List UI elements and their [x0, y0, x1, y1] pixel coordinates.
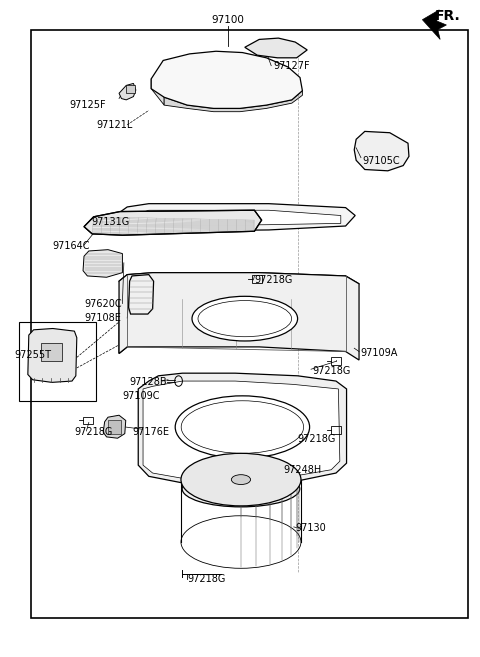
Bar: [41, 343, 62, 361]
Text: 97218G: 97218G: [254, 275, 293, 285]
Ellipse shape: [175, 396, 310, 459]
Polygon shape: [103, 415, 126, 438]
Text: 97218G: 97218G: [298, 434, 336, 444]
Polygon shape: [143, 381, 340, 480]
Text: 97620C: 97620C: [84, 298, 121, 309]
Polygon shape: [354, 131, 409, 171]
Ellipse shape: [192, 296, 298, 341]
Ellipse shape: [231, 474, 251, 485]
Text: 97255T: 97255T: [14, 350, 51, 360]
Text: 97218G: 97218G: [312, 365, 350, 376]
Bar: [83, 417, 93, 424]
Text: 97105C: 97105C: [362, 156, 400, 166]
Polygon shape: [151, 79, 164, 105]
Text: 97125F: 97125F: [70, 100, 106, 110]
Polygon shape: [28, 328, 77, 382]
Polygon shape: [151, 51, 302, 108]
Polygon shape: [119, 294, 127, 353]
Polygon shape: [119, 273, 359, 297]
Polygon shape: [245, 38, 307, 58]
Polygon shape: [422, 10, 446, 39]
Ellipse shape: [189, 476, 293, 501]
Polygon shape: [83, 250, 122, 277]
Text: 97127F: 97127F: [274, 60, 310, 71]
Bar: [331, 357, 341, 365]
Ellipse shape: [182, 470, 300, 507]
Bar: [31, 30, 468, 618]
Text: 97218G: 97218G: [187, 574, 226, 585]
Text: 97100: 97100: [212, 15, 244, 25]
Text: 97108E: 97108E: [84, 313, 121, 323]
Bar: [108, 420, 121, 434]
Text: 97131G: 97131G: [91, 217, 130, 227]
Text: 97176E: 97176E: [132, 427, 169, 438]
Polygon shape: [129, 275, 154, 314]
Bar: [19, 322, 96, 401]
Text: 97109A: 97109A: [360, 348, 397, 359]
Bar: [126, 85, 135, 93]
Polygon shape: [115, 204, 355, 231]
Polygon shape: [164, 91, 302, 112]
Polygon shape: [84, 210, 262, 235]
Text: 97109C: 97109C: [122, 390, 160, 401]
Polygon shape: [119, 83, 136, 100]
Text: 97164C: 97164C: [53, 241, 90, 252]
Polygon shape: [119, 273, 359, 360]
Polygon shape: [129, 210, 341, 226]
Text: FR.: FR.: [435, 9, 461, 24]
Text: 97248H: 97248H: [283, 465, 322, 476]
Text: 97130: 97130: [295, 523, 326, 533]
Bar: [252, 275, 262, 283]
Polygon shape: [138, 373, 347, 485]
Text: 97121L: 97121L: [96, 120, 132, 130]
Text: 97128B: 97128B: [130, 377, 167, 388]
Text: 97218G: 97218G: [74, 427, 113, 438]
Ellipse shape: [181, 453, 301, 506]
Bar: [331, 426, 341, 434]
